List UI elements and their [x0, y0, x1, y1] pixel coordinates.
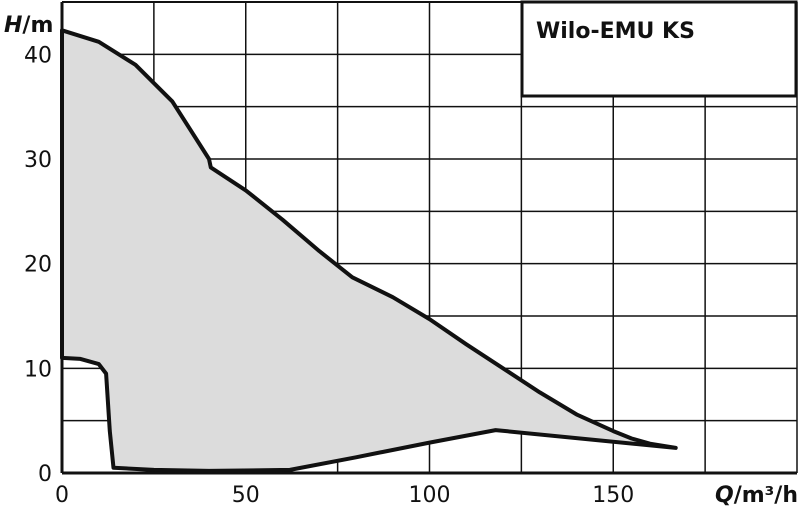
- y-tick-label: 40: [24, 43, 52, 68]
- x-axis-label: Q/m³/h: [715, 483, 798, 508]
- y-tick-label: 10: [24, 357, 52, 382]
- x-tick-label: 150: [592, 483, 634, 508]
- chart-title: Wilo-EMU KS: [536, 19, 695, 44]
- x-tick-label: 0: [55, 483, 69, 508]
- y-axis-label: H/m: [4, 13, 53, 38]
- x-tick-label: 100: [409, 483, 451, 508]
- operating-range-area: [60, 28, 678, 473]
- y-tick-label: 30: [24, 148, 52, 173]
- tick-labels: 0 50 100 150 0 10 20 30 40: [24, 43, 634, 508]
- x-tick-label: 50: [232, 483, 260, 508]
- title-box: [520, 0, 798, 98]
- y-tick-label: 20: [24, 253, 52, 278]
- y-tick-label: 0: [38, 462, 52, 487]
